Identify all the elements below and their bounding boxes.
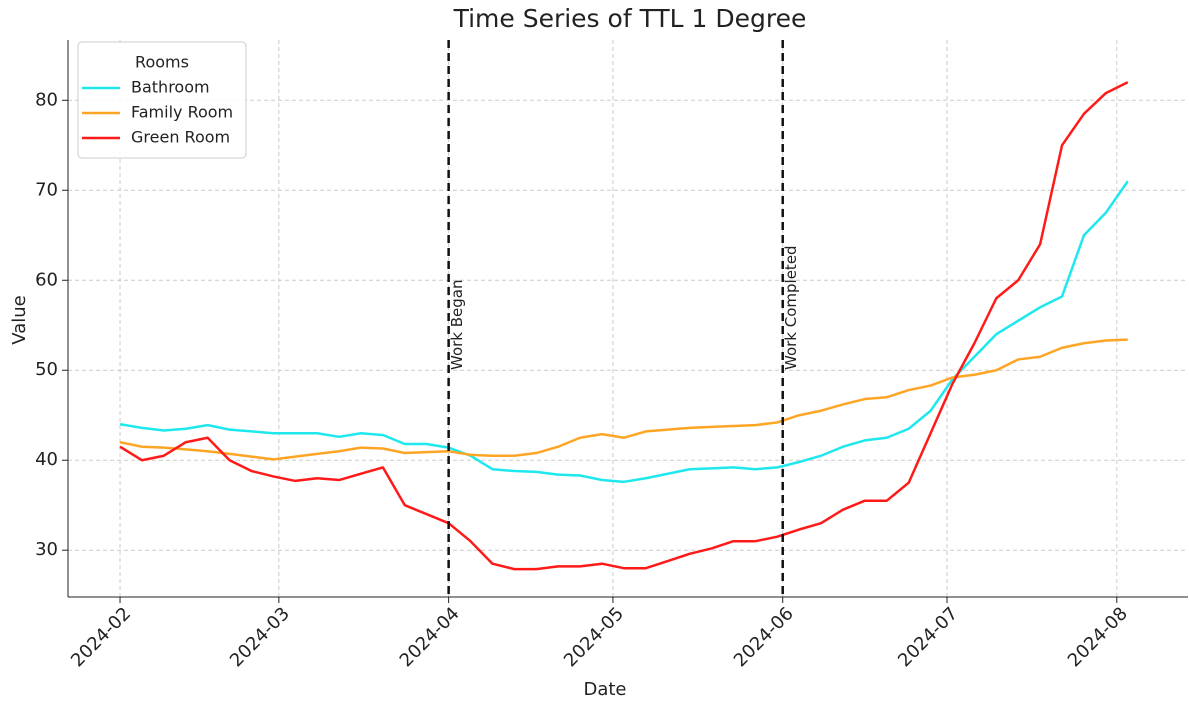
y-tick-label: 40 — [35, 449, 58, 470]
x-tick-label: 2024-02 — [67, 603, 135, 671]
x-axis-label: Date — [583, 679, 626, 700]
legend-label: Family Room — [131, 103, 233, 122]
y-tick-label: 80 — [35, 89, 58, 110]
y-tick-label: 50 — [35, 359, 58, 380]
y-tick-label: 30 — [35, 539, 58, 560]
series-line — [119, 338, 1128, 461]
series-line — [119, 81, 1129, 571]
x-tick-label: 2024-08 — [1064, 603, 1132, 671]
x-tick-label: 2024-06 — [730, 603, 798, 671]
y-axis-label: Value — [9, 295, 30, 344]
x-tick-label: 2024-03 — [226, 603, 294, 671]
y-tick-label: 70 — [35, 179, 58, 200]
legend-title: Rooms — [135, 53, 189, 72]
y-tick-label: 60 — [35, 269, 58, 290]
legend-label: Green Room — [131, 128, 230, 147]
x-tick-label: 2024-05 — [560, 603, 628, 671]
legend-box — [77, 41, 247, 159]
x-tick-label: 2024-04 — [396, 603, 464, 671]
event-label: Work Completed — [782, 245, 800, 370]
x-tick-label: 2024-07 — [894, 603, 962, 671]
event-label: Work Began — [448, 279, 466, 370]
chart-title: Time Series of TTL 1 Degree — [453, 4, 807, 33]
legend-label: Bathroom — [131, 78, 210, 97]
